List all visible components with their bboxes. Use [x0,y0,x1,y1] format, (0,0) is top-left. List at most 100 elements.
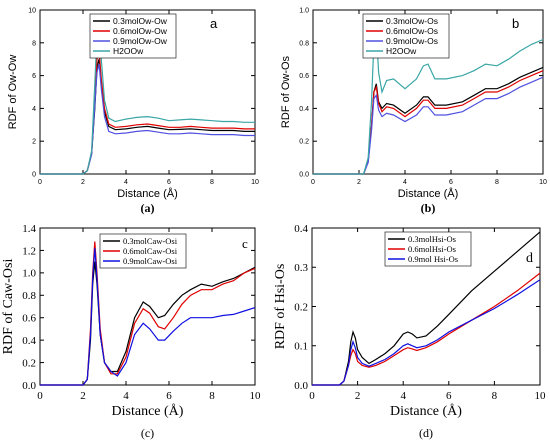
x-tick-label: 8 [210,179,214,186]
x-tick-label: 6 [449,179,453,186]
y-tick-label: 2 [32,139,36,146]
y-tick-label: 0.4 [299,106,309,113]
y-tick-label: 1.4 [22,223,36,235]
legend-entry: 0.9mol Hsi-Os [408,254,458,264]
chart-panel-a: 0 2 4 6 8 10 0 2 4 6 8 10 0.3molOw-Ow0.6molOw-Ow0.9m… [7,7,259,215]
panel-letter: a [210,16,218,31]
legend-entry: 0.6molOw-Os [386,26,438,36]
panel-caption: (c) [141,426,154,440]
legend-entry: 0.9molCaw-Osi [123,256,178,266]
x-tick-label: 10 [251,179,259,186]
x-tick-label: 2 [357,179,361,186]
series-line-4 [40,24,255,175]
x-tick-label: 4 [123,390,129,402]
series-line-2 [313,70,544,175]
series-line-3 [40,63,255,175]
x-tick-label: 2 [80,390,86,402]
legend-entry: 0.9molOw-Ow [113,36,168,46]
chart-panel-b: 0 2 4 6 8 10 0.0 0.2 0.4 0.6 0.8 1.0 0.3molOw-Os0.6m… [280,7,547,215]
y-tick-label: 0.0 [294,380,308,392]
x-tick-label: 8 [209,390,215,402]
legend-entry: 0.3molHsi-Os [408,234,456,244]
x-tick-label: 8 [492,390,498,402]
x-tick-label: 0 [38,179,42,186]
x-tick-label: 2 [81,179,85,186]
legend-entry: 0.3molOw-Ow [113,16,168,26]
x-axis-label: Distance (Å) [390,403,462,419]
y-tick-label: 0.6 [299,73,309,80]
chart-panel-d: 0 2 4 6 8 10 0.0 0.1 0.2 0.3 0.4 0.3molHsi-Os0.6mol… [273,223,546,440]
x-axis-label: Distance (Å) [112,403,184,419]
panel-letter: c [242,236,248,251]
chart-panel-c: 0 2 4 6 8 10 0.0 0.2 0.4 0.6 0.8 1.0 1.2 1.4 0.3molCaw… [1,223,261,440]
series-line-1 [312,231,541,386]
legend-entry: 0.6molHsi-Os [408,244,456,254]
y-tick-label: 0.2 [294,301,308,313]
x-tick-label: 6 [167,179,171,186]
y-axis-label: RDF of Caw-Osi [1,259,16,355]
y-tick-label: 0.3 [294,262,308,274]
x-tick-label: 10 [250,390,262,402]
y-tick-label: 1.0 [299,7,309,14]
y-axis-label: RDF of Hsi-Os [273,264,288,350]
x-axis-label: Distance (Å) [398,187,459,200]
legend-entry: H2OOw [113,46,144,56]
x-tick-label: 4 [403,179,407,186]
series-line-2 [312,272,541,386]
x-tick-label: 2 [355,390,361,402]
legend-entry: 0.6molOw-Ow [113,26,168,36]
y-tick-label: 6 [32,73,36,80]
x-tick-label: 10 [535,390,547,402]
series-line-1 [40,261,256,386]
panel-letter: b [512,16,519,31]
y-tick-label: 0.1 [294,341,308,353]
x-tick-label: 8 [495,179,499,186]
x-tick-label: 0 [309,390,315,402]
y-axis-label: RDF of Ow-Os [280,55,292,128]
x-tick-label: 4 [400,390,406,402]
plot-frame [39,9,256,175]
y-tick-label: 4 [32,106,36,113]
y-tick-label: 0.2 [299,139,309,146]
y-tick-label: 0.4 [294,223,308,235]
legend-entry: 0.3molCaw-Osi [123,236,178,246]
legend-entry: H2OOw [386,46,417,56]
y-tick-label: 0.0 [299,171,309,178]
legend-entry: 0.9molOw-Os [386,36,438,46]
y-tick-label: 0.0 [22,380,36,392]
y-tick-label: 1.0 [22,268,36,280]
legend-entry: 0.6molCaw-Osi [123,246,178,256]
y-tick-label: 0.4 [22,335,36,347]
x-tick-label: 6 [166,390,172,402]
series-line-3 [313,76,544,175]
x-tick-label: 0 [311,179,315,186]
y-axis-label: RDF of Ow-Ow [7,55,19,130]
y-tick-label: 0.8 [299,40,309,47]
series-line-2 [40,50,255,175]
legend-entry: 0.3molOw-Os [386,16,438,26]
plot-frame [312,9,544,175]
panel-caption: (d) [419,426,433,440]
series-line-3 [312,279,541,386]
series-line-3 [40,248,256,386]
x-tick-label: 4 [124,179,128,186]
series-line-1 [313,66,544,175]
panel-letter: d [526,251,533,266]
y-tick-label: 0.2 [22,357,36,369]
y-tick-label: 0.8 [22,290,36,302]
legend: 0.3molHsi-Os0.6molHsi-Os0.9mol Hsi-Os [384,231,472,267]
y-tick-label: 0.6 [22,313,36,325]
x-tick-label: 0 [37,390,43,402]
y-tick-label: 10 [28,7,36,14]
y-tick-label: 0 [32,171,36,178]
panel-caption: (a) [141,201,155,215]
x-tick-label: 10 [539,179,547,186]
y-tick-label: 1.2 [22,245,36,257]
x-axis-label: Distance (Å) [117,187,178,200]
y-tick-label: 8 [32,40,36,47]
x-tick-label: 6 [446,390,452,402]
panel-caption: (b) [421,201,436,215]
